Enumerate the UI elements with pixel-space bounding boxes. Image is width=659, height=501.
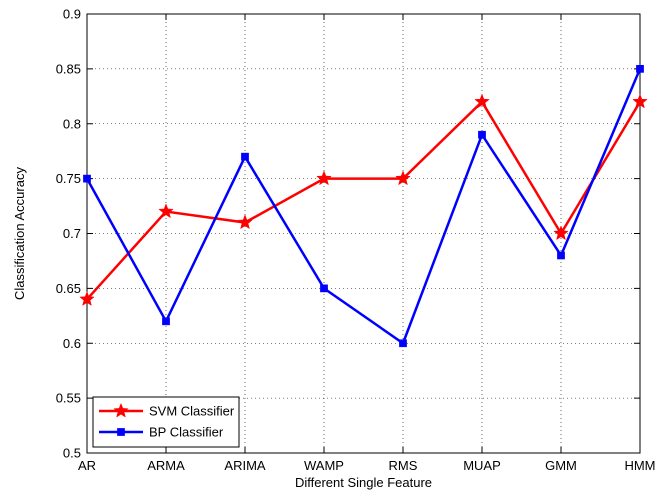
series-bp-point <box>478 130 486 139</box>
x-tick-label: WAMP <box>304 458 344 473</box>
y-tick-label: 0.65 <box>56 281 81 296</box>
y-tick-label: 0.75 <box>56 171 81 186</box>
series-bp-point <box>636 65 644 73</box>
x-tick-label: MUAP <box>463 458 501 473</box>
legend-box <box>92 396 240 448</box>
y-tick-label: 0.7 <box>63 226 81 241</box>
y-tick-labels: 0.5 0.55 0.6 0.65 0.7 0.75 0.8 0.85 0.9 <box>56 7 81 461</box>
x-tick-label: HMM <box>624 458 655 473</box>
series-svm-point <box>158 203 174 219</box>
series-layer <box>79 65 648 348</box>
series-bp <box>83 65 644 348</box>
x-tick-label: ARIMA <box>224 458 266 473</box>
series-bp-point <box>557 251 565 260</box>
x-tick-label: ARMA <box>147 458 185 473</box>
x-tick-labels: AR ARMA ARIMA WAMP RMS MUAP GMM HMM <box>78 458 656 473</box>
series-svm-point <box>632 93 648 109</box>
legend-entry-bp: BP Classifier <box>99 425 224 440</box>
legend: SVM Classifier BP Classifier <box>92 396 240 448</box>
legend-label: SVM Classifier <box>149 404 235 419</box>
series-bp-point <box>241 152 249 161</box>
series-svm <box>79 93 648 306</box>
series-bp-line <box>85 68 642 346</box>
x-tick-label: GMM <box>545 458 577 473</box>
legend-entry-svm: SVM Classifier <box>99 402 235 419</box>
y-tick-label: 0.6 <box>63 336 81 351</box>
x-tick-label: RMS <box>389 458 418 473</box>
series-svm-point <box>395 170 411 186</box>
y-tick-label: 0.8 <box>63 116 81 131</box>
series-bp-point <box>162 317 170 326</box>
series-bp-point <box>320 284 328 293</box>
y-tick-label: 0.5 <box>63 446 81 461</box>
series-svm-point <box>553 225 569 241</box>
series-bp-point <box>83 174 91 183</box>
y-axis-label: Classification Accuracy <box>12 167 27 300</box>
legend-label: BP Classifier <box>149 425 224 440</box>
x-axis-label: Different Single Feature <box>295 475 432 490</box>
series-svm-point <box>316 170 332 186</box>
legend-swatch-marker <box>117 428 125 436</box>
x-tick-label: AR <box>78 458 96 473</box>
y-tick-label: 0.55 <box>56 391 81 406</box>
legend-swatch-marker <box>113 402 129 418</box>
y-tick-label: 0.85 <box>56 61 81 76</box>
y-tick-label: 0.9 <box>63 7 81 22</box>
axis-ticks <box>86 13 641 454</box>
series-svm-line <box>86 99 642 301</box>
series-svm-point <box>237 214 253 230</box>
series-bp-point <box>399 339 407 348</box>
series-svm-point <box>79 291 95 306</box>
series-svm-point <box>474 93 490 109</box>
